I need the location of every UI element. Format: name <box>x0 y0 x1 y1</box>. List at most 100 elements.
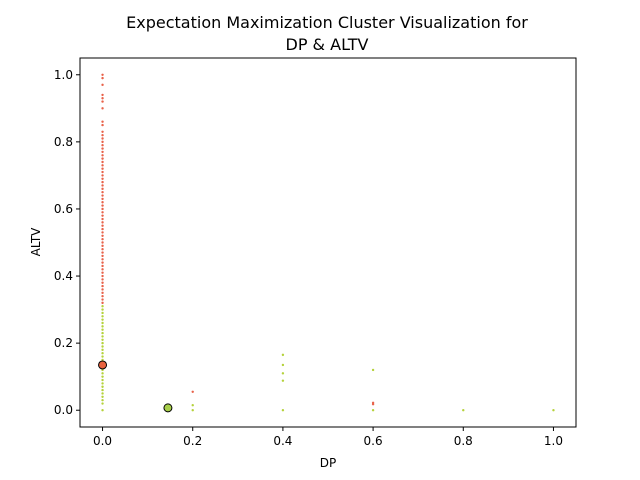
data-point-0-0 <box>101 73 104 76</box>
data-point-0-5 <box>101 100 104 103</box>
data-point-1-40 <box>552 409 555 412</box>
x-tick-label-1: 0.2 <box>183 434 202 448</box>
data-point-0-17 <box>101 157 104 160</box>
x-axis-ticks: 0.0 0.2 0.4 0.6 0.8 1.0 <box>93 427 563 448</box>
data-point-1-3 <box>101 315 104 318</box>
y-tick-label-2: 0.4 <box>54 269 73 283</box>
data-point-1-5 <box>101 321 104 325</box>
data-point-0-40 <box>101 234 104 237</box>
chart-title-line-2: DP & ALTV <box>286 35 369 54</box>
data-point-1-24 <box>101 388 104 392</box>
data-point-0-60 <box>101 301 104 305</box>
data-point-1-4 <box>101 318 104 321</box>
data-point-1-0 <box>101 305 104 308</box>
data-point-1-36 <box>281 409 285 412</box>
data-point-0-26 <box>101 187 104 191</box>
data-point-0-2 <box>101 83 104 87</box>
data-point-0-8 <box>101 123 104 127</box>
data-point-0-7 <box>101 120 104 123</box>
data-point-0-36 <box>101 221 104 224</box>
data-point-0-55 <box>101 284 104 288</box>
data-point-0-12 <box>101 140 104 144</box>
data-point-0-59 <box>101 298 104 301</box>
data-point-1-37 <box>371 368 375 372</box>
centroids <box>98 360 173 413</box>
data-point-0-4 <box>101 97 104 100</box>
data-point-0-15 <box>101 150 104 154</box>
y-tick-label-1: 0.2 <box>54 336 73 350</box>
data-point-0-6 <box>101 107 104 110</box>
data-point-0-9 <box>101 130 104 133</box>
data-point-1-21 <box>101 378 104 382</box>
data-point-0-24 <box>101 180 104 184</box>
data-point-0-57 <box>101 291 104 295</box>
data-point-1-19 <box>101 372 104 375</box>
data-point-1-2 <box>101 311 104 315</box>
centroid-marker-0 <box>98 360 108 370</box>
data-point-0-25 <box>101 184 104 187</box>
data-point-0-53 <box>101 278 104 281</box>
data-point-0-45 <box>101 251 104 254</box>
data-point-1-23 <box>101 385 104 388</box>
y-tick-label-5: 1.0 <box>54 68 73 82</box>
data-point-0-48 <box>101 261 104 264</box>
data-point-0-61 <box>191 390 194 393</box>
data-point-1-15 <box>101 355 104 358</box>
data-point-1-39 <box>462 409 465 412</box>
x-tick-label-5: 1.0 <box>544 434 563 448</box>
data-point-1-7 <box>101 328 104 331</box>
y-tick-label-3: 0.6 <box>54 202 73 216</box>
data-point-1-26 <box>101 395 104 399</box>
data-point-1-38 <box>371 409 375 412</box>
data-point-1-11 <box>101 341 104 345</box>
data-point-1-25 <box>101 392 104 395</box>
data-point-0-28 <box>101 194 104 197</box>
data-point-0-34 <box>101 214 104 217</box>
data-point-0-19 <box>101 164 104 167</box>
data-points <box>101 73 555 412</box>
data-point-0-41 <box>101 237 104 241</box>
data-point-1-29 <box>101 409 104 412</box>
data-point-0-35 <box>101 217 104 221</box>
data-point-0-43 <box>101 244 104 248</box>
x-tick-label-3: 0.6 <box>364 434 383 448</box>
data-point-0-32 <box>101 207 104 211</box>
data-point-0-27 <box>101 190 104 194</box>
data-point-0-47 <box>101 258 104 261</box>
data-point-1-10 <box>101 338 104 341</box>
data-point-1-8 <box>101 331 104 335</box>
data-point-1-28 <box>101 402 104 405</box>
data-point-0-46 <box>101 254 104 258</box>
data-point-0-51 <box>101 271 104 274</box>
data-point-1-20 <box>101 375 104 378</box>
data-point-0-3 <box>101 93 104 97</box>
x-axis-label: DP <box>320 456 336 470</box>
chart-title-line-1: Expectation Maximization Cluster Visuali… <box>126 13 528 32</box>
y-tick-label-4: 0.8 <box>54 135 73 149</box>
data-point-0-11 <box>101 137 104 140</box>
data-point-1-31 <box>191 409 194 412</box>
data-point-0-56 <box>101 288 104 291</box>
data-point-0-58 <box>101 294 104 298</box>
data-point-0-16 <box>101 154 104 157</box>
data-point-1-14 <box>101 352 104 355</box>
x-tick-label-4: 0.8 <box>454 434 473 448</box>
data-point-0-49 <box>101 264 104 268</box>
data-point-0-33 <box>101 211 104 214</box>
data-point-1-27 <box>101 398 104 402</box>
data-point-0-37 <box>101 224 104 227</box>
data-point-1-22 <box>101 382 104 385</box>
data-point-0-14 <box>101 147 104 150</box>
data-point-1-30 <box>191 403 194 407</box>
data-point-0-50 <box>101 268 104 271</box>
data-point-0-44 <box>101 248 104 251</box>
data-point-0-10 <box>101 133 104 137</box>
x-tick-label-2: 0.4 <box>273 434 292 448</box>
data-point-1-12 <box>101 345 104 348</box>
data-point-1-9 <box>101 335 104 338</box>
data-point-1-1 <box>101 308 104 311</box>
data-point-0-38 <box>101 227 104 231</box>
data-point-0-54 <box>101 281 104 284</box>
data-point-0-52 <box>101 274 104 278</box>
